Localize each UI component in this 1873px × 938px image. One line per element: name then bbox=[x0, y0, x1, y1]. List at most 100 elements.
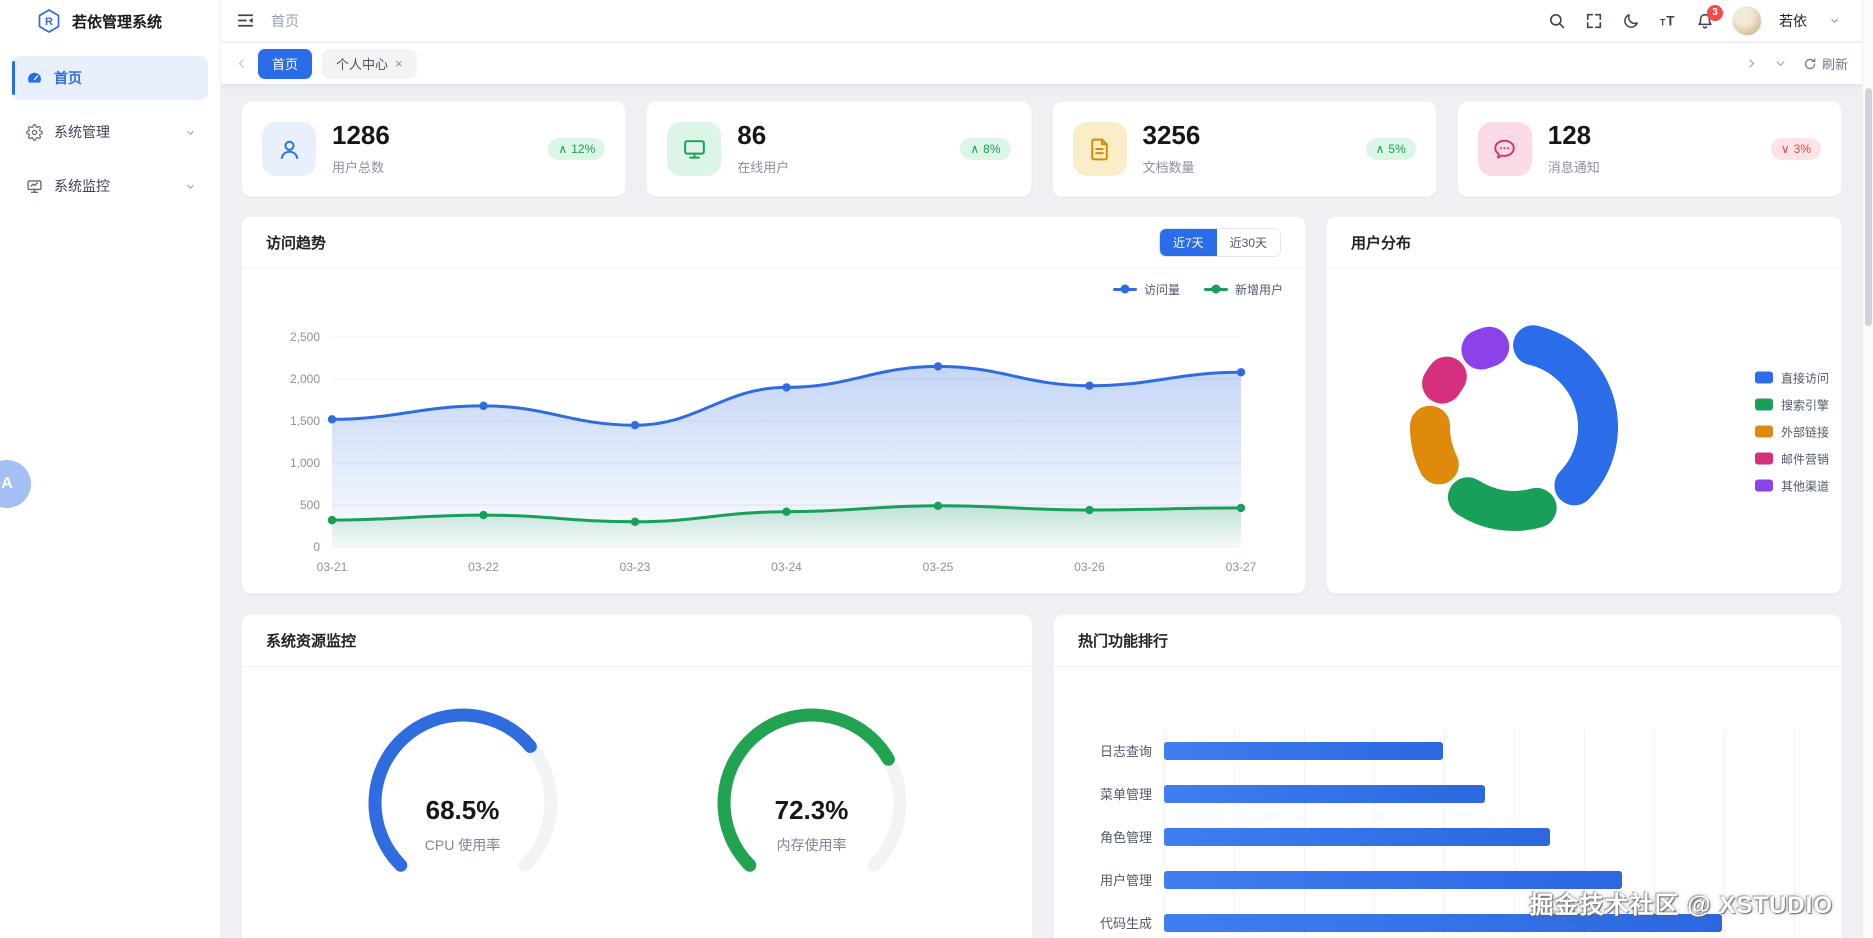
tags-menu-chevron-down-icon[interactable] bbox=[1774, 57, 1787, 70]
legend-swatch bbox=[1754, 398, 1773, 411]
bar-category-label: 用户管理 bbox=[1099, 873, 1152, 888]
app-title: 若依管理系统 bbox=[72, 13, 163, 31]
bar-category-labels: 日志查询 菜单管理 角色管理 用户管理 代码生成 bbox=[1078, 729, 1164, 938]
legend-item-visits[interactable]: 访问量 bbox=[1112, 281, 1180, 298]
legend-swatch bbox=[1754, 371, 1773, 384]
sidebar-item-system-management[interactable]: 系统管理 bbox=[12, 110, 208, 154]
visit-trend-panel: 访问趋势 近7天 近30天 访问量 新增用户 2,500 2,000 1,500 1,… bbox=[241, 216, 1306, 594]
sidebar-item-system-monitor[interactable]: 系统监控 bbox=[12, 164, 208, 208]
range-7days-button[interactable]: 近7天 bbox=[1159, 229, 1217, 256]
stats-row: 1286 用户总数 ∧ 12% 86 在线用户 ∧ 8% 3256 文档数量 ∧ 5% 12… bbox=[241, 101, 1842, 197]
sidebar-item-label: 系统管理 bbox=[54, 124, 110, 140]
bar-row bbox=[1164, 772, 1815, 815]
panel-title: 用户分布 bbox=[1351, 235, 1412, 252]
legend-item[interactable]: 外部链接 bbox=[1754, 423, 1829, 440]
gear-icon bbox=[24, 122, 44, 142]
gauge-value: 72.3% bbox=[774, 795, 849, 825]
bar[interactable] bbox=[1164, 827, 1550, 846]
gauge-value: 68.5% bbox=[425, 795, 500, 825]
refresh-button[interactable]: 刷新 bbox=[1803, 54, 1848, 73]
legend-line-mark bbox=[1203, 284, 1228, 294]
stat-value: 3256 bbox=[1142, 120, 1201, 151]
tags-scroll-right-icon[interactable] bbox=[1745, 57, 1758, 70]
sidebar: R 若依管理系统 首页 系统管理 系统监控 bbox=[0, 0, 221, 938]
legend-item[interactable]: 搜索引擎 bbox=[1754, 396, 1829, 413]
dark-mode-icon[interactable] bbox=[1621, 11, 1641, 31]
main-content: 1286 用户总数 ∧ 12% 86 在线用户 ∧ 8% 3256 文档数量 ∧ 5% 12… bbox=[221, 84, 1862, 938]
user-distribution-panel: 用户分布 直接访问 搜索引擎 外部链接 邮件营销 其他渠道 bbox=[1326, 216, 1842, 594]
tab-profile[interactable]: 个人中心 × bbox=[322, 48, 417, 79]
bar[interactable] bbox=[1164, 784, 1485, 803]
svg-text:03-25: 03-25 bbox=[923, 560, 954, 574]
svg-text:03-26: 03-26 bbox=[1074, 560, 1105, 574]
tab-label: 首页 bbox=[272, 57, 299, 72]
bar-category-label: 角色管理 bbox=[1099, 830, 1152, 845]
app-logo-row[interactable]: R 若依管理系统 bbox=[0, 0, 220, 42]
legend-swatch bbox=[1754, 452, 1773, 465]
close-icon[interactable]: × bbox=[395, 56, 403, 71]
stat-label: 文档数量 bbox=[1142, 159, 1195, 175]
display-icon bbox=[667, 122, 722, 176]
bar[interactable] bbox=[1164, 913, 1722, 932]
sidebar-menu: 首页 系统管理 系统监控 bbox=[0, 56, 220, 208]
user-name[interactable]: 若依 bbox=[1779, 12, 1807, 29]
bottom-row: 系统资源监控 68.5% CPU 使用率 72.3% 内存使用率 热门功能排行 … bbox=[241, 614, 1842, 938]
chevron-down-icon bbox=[185, 181, 196, 192]
bar-row bbox=[1164, 901, 1815, 938]
notifications-bell-icon[interactable]: 3 bbox=[1695, 4, 1723, 31]
legend-item[interactable]: 直接访问 bbox=[1754, 369, 1829, 386]
range-30days-button[interactable]: 近30天 bbox=[1216, 229, 1280, 256]
stat-change-badge: ∧ 5% bbox=[1365, 138, 1416, 160]
stat-value: 86 bbox=[737, 120, 767, 151]
avatar[interactable] bbox=[1732, 5, 1762, 36]
collapse-menu-icon[interactable] bbox=[235, 11, 255, 31]
user-distribution-donut-chart bbox=[1410, 325, 1618, 531]
tags-scroll-left-icon[interactable] bbox=[235, 57, 248, 70]
trend-arrow-icon: ∧ bbox=[970, 142, 980, 156]
stat-card-online: 86 在线用户 ∧ 8% bbox=[646, 101, 1032, 197]
stat-value: 128 bbox=[1547, 120, 1592, 151]
legend-item-new-users[interactable]: 新增用户 bbox=[1203, 281, 1283, 298]
svg-text:03-24: 03-24 bbox=[771, 560, 802, 574]
svg-text:03-23: 03-23 bbox=[620, 560, 651, 574]
svg-text:1,500: 1,500 bbox=[290, 414, 320, 428]
fullscreen-icon[interactable] bbox=[1584, 11, 1604, 31]
tab-label: 个人中心 bbox=[336, 57, 389, 72]
notification-count-badge: 3 bbox=[1707, 4, 1723, 21]
system-resources-panel: 系统资源监控 68.5% CPU 使用率 72.3% 内存使用率 bbox=[241, 614, 1033, 938]
bar-category-label: 代码生成 bbox=[1099, 916, 1152, 931]
user-chevron-down-icon[interactable] bbox=[1824, 11, 1844, 31]
top-features-bar-chart: 日志查询 菜单管理 角色管理 用户管理 代码生成 bbox=[1054, 667, 1841, 938]
svg-text:03-21: 03-21 bbox=[317, 560, 348, 574]
vertical-scrollbar[interactable] bbox=[1862, 0, 1873, 938]
stat-label: 在线用户 bbox=[737, 159, 790, 175]
legend-item[interactable]: 其他渠道 bbox=[1754, 477, 1829, 494]
cpu-gauge: 68.5% CPU 使用率 bbox=[343, 693, 583, 907]
tab-home[interactable]: 首页 bbox=[258, 48, 313, 79]
search-icon[interactable] bbox=[1547, 11, 1567, 31]
scrollbar-thumb[interactable] bbox=[1865, 88, 1872, 326]
stat-change-badge: ∨ 3% bbox=[1770, 138, 1821, 160]
svg-text:500: 500 bbox=[300, 498, 320, 512]
svg-text:T: T bbox=[1666, 13, 1675, 28]
gauge-label: 内存使用率 bbox=[776, 837, 847, 853]
stat-label: 用户总数 bbox=[332, 159, 385, 175]
tags-bar: 首页 个人中心 × 刷新 bbox=[221, 43, 1862, 84]
svg-text:1,000: 1,000 bbox=[290, 456, 320, 470]
sidebar-item-home[interactable]: 首页 bbox=[12, 56, 208, 100]
stat-label: 消息通知 bbox=[1547, 159, 1600, 175]
stat-value: 1286 bbox=[332, 120, 390, 151]
legend-item[interactable]: 邮件营销 bbox=[1754, 450, 1829, 467]
bar-plot bbox=[1164, 729, 1815, 938]
legend-swatch bbox=[1754, 479, 1773, 492]
trend-arrow-icon: ∨ bbox=[1780, 142, 1790, 156]
svg-text:03-27: 03-27 bbox=[1226, 560, 1257, 574]
monitor-icon bbox=[24, 176, 44, 196]
svg-text:03-22: 03-22 bbox=[468, 560, 499, 574]
bar[interactable] bbox=[1164, 870, 1623, 889]
visit-trend-line-chart: 2,500 2,000 1,500 1,000 500 0 03-21 03-22 03-23 0… bbox=[290, 330, 1257, 574]
stat-card-documents: 3256 文档数量 ∧ 5% bbox=[1051, 101, 1437, 197]
bar[interactable] bbox=[1164, 741, 1443, 760]
breadcrumb[interactable]: 首页 bbox=[271, 12, 299, 29]
